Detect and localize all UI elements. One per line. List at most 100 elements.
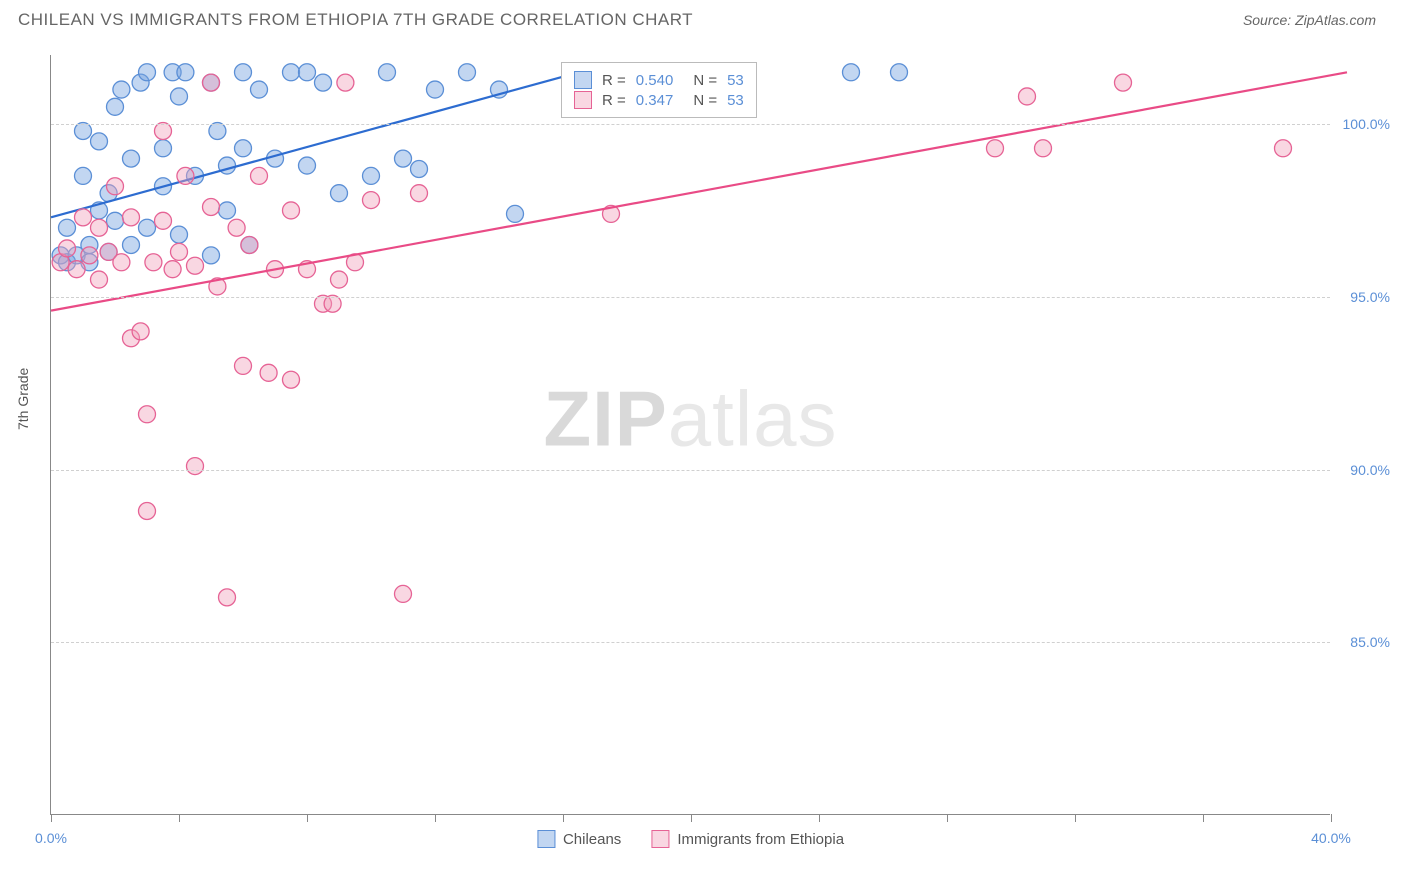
- legend-item: Immigrants from Ethiopia: [651, 830, 844, 848]
- data-point: [267, 150, 284, 167]
- data-point: [228, 219, 245, 236]
- data-point: [177, 167, 194, 184]
- x-tick: [51, 814, 52, 822]
- data-point: [203, 74, 220, 91]
- chart-source: Source: ZipAtlas.com: [1243, 12, 1376, 28]
- data-point: [331, 271, 348, 288]
- y-axis-label: 7th Grade: [15, 368, 31, 430]
- data-point: [235, 64, 252, 81]
- data-point: [107, 212, 124, 229]
- legend-swatch: [574, 71, 592, 89]
- data-point: [260, 364, 277, 381]
- data-point: [123, 209, 140, 226]
- data-point: [75, 167, 92, 184]
- gridline: [51, 642, 1330, 643]
- legend-swatch: [574, 91, 592, 109]
- data-point: [363, 192, 380, 209]
- data-point: [139, 219, 156, 236]
- x-tick: [1075, 814, 1076, 822]
- legend-row: R =0.347N =53: [574, 91, 744, 109]
- data-point: [187, 458, 204, 475]
- legend-label: Chileans: [563, 831, 621, 848]
- data-point: [283, 371, 300, 388]
- legend-label: Immigrants from Ethiopia: [677, 831, 844, 848]
- trend-line: [51, 72, 579, 217]
- data-point: [59, 240, 76, 257]
- data-point: [235, 357, 252, 374]
- data-point: [132, 323, 149, 340]
- data-point: [68, 261, 85, 278]
- x-tick-label: 40.0%: [1311, 830, 1351, 846]
- data-point: [283, 202, 300, 219]
- x-tick: [1331, 814, 1332, 822]
- data-point: [123, 150, 140, 167]
- data-point: [235, 140, 252, 157]
- data-point: [155, 140, 172, 157]
- data-point: [91, 271, 108, 288]
- data-point: [395, 150, 412, 167]
- data-point: [203, 247, 220, 264]
- data-point: [283, 64, 300, 81]
- gridline: [51, 124, 1330, 125]
- x-tick: [1203, 814, 1204, 822]
- data-point: [1019, 88, 1036, 105]
- data-point: [123, 237, 140, 254]
- x-tick: [179, 814, 180, 822]
- data-point: [187, 257, 204, 274]
- data-point: [987, 140, 1004, 157]
- scatter-plot-svg: [51, 55, 1330, 814]
- legend-item: Chileans: [537, 830, 621, 848]
- data-point: [107, 98, 124, 115]
- chart-plot-area: ZIPatlas R =0.540N =53R =0.347N =53 Chil…: [50, 55, 1330, 815]
- data-point: [81, 247, 98, 264]
- y-tick-label: 100.0%: [1343, 116, 1390, 132]
- data-point: [315, 74, 332, 91]
- x-tick-label: 0.0%: [35, 830, 67, 846]
- x-tick: [819, 814, 820, 822]
- data-point: [241, 237, 258, 254]
- data-point: [107, 178, 124, 195]
- x-tick: [307, 814, 308, 822]
- data-point: [59, 219, 76, 236]
- data-point: [337, 74, 354, 91]
- data-point: [891, 64, 908, 81]
- chart-title: CHILEAN VS IMMIGRANTS FROM ETHIOPIA 7TH …: [18, 10, 693, 30]
- legend-swatch: [651, 830, 669, 848]
- gridline: [51, 470, 1330, 471]
- data-point: [1275, 140, 1292, 157]
- data-point: [1035, 140, 1052, 157]
- data-point: [251, 81, 268, 98]
- y-tick-label: 90.0%: [1350, 462, 1390, 478]
- data-point: [219, 202, 236, 219]
- data-point: [75, 209, 92, 226]
- y-tick-label: 85.0%: [1350, 634, 1390, 650]
- data-point: [113, 254, 130, 271]
- series-legend: Chileans Immigrants from Ethiopia: [537, 830, 844, 848]
- data-point: [139, 406, 156, 423]
- data-point: [427, 81, 444, 98]
- data-point: [1115, 74, 1132, 91]
- y-tick-label: 95.0%: [1350, 289, 1390, 305]
- data-point: [203, 199, 220, 216]
- x-tick: [691, 814, 692, 822]
- data-point: [171, 243, 188, 260]
- x-tick: [947, 814, 948, 822]
- data-point: [363, 167, 380, 184]
- data-point: [459, 64, 476, 81]
- legend-swatch: [537, 830, 555, 848]
- data-point: [507, 205, 524, 222]
- data-point: [411, 161, 428, 178]
- data-point: [331, 185, 348, 202]
- data-point: [219, 589, 236, 606]
- data-point: [155, 212, 172, 229]
- data-point: [843, 64, 860, 81]
- data-point: [164, 261, 181, 278]
- data-point: [177, 64, 194, 81]
- data-point: [91, 133, 108, 150]
- data-point: [299, 64, 316, 81]
- data-point: [395, 585, 412, 602]
- data-point: [299, 157, 316, 174]
- data-point: [145, 254, 162, 271]
- correlation-legend: R =0.540N =53R =0.347N =53: [561, 62, 757, 118]
- data-point: [171, 226, 188, 243]
